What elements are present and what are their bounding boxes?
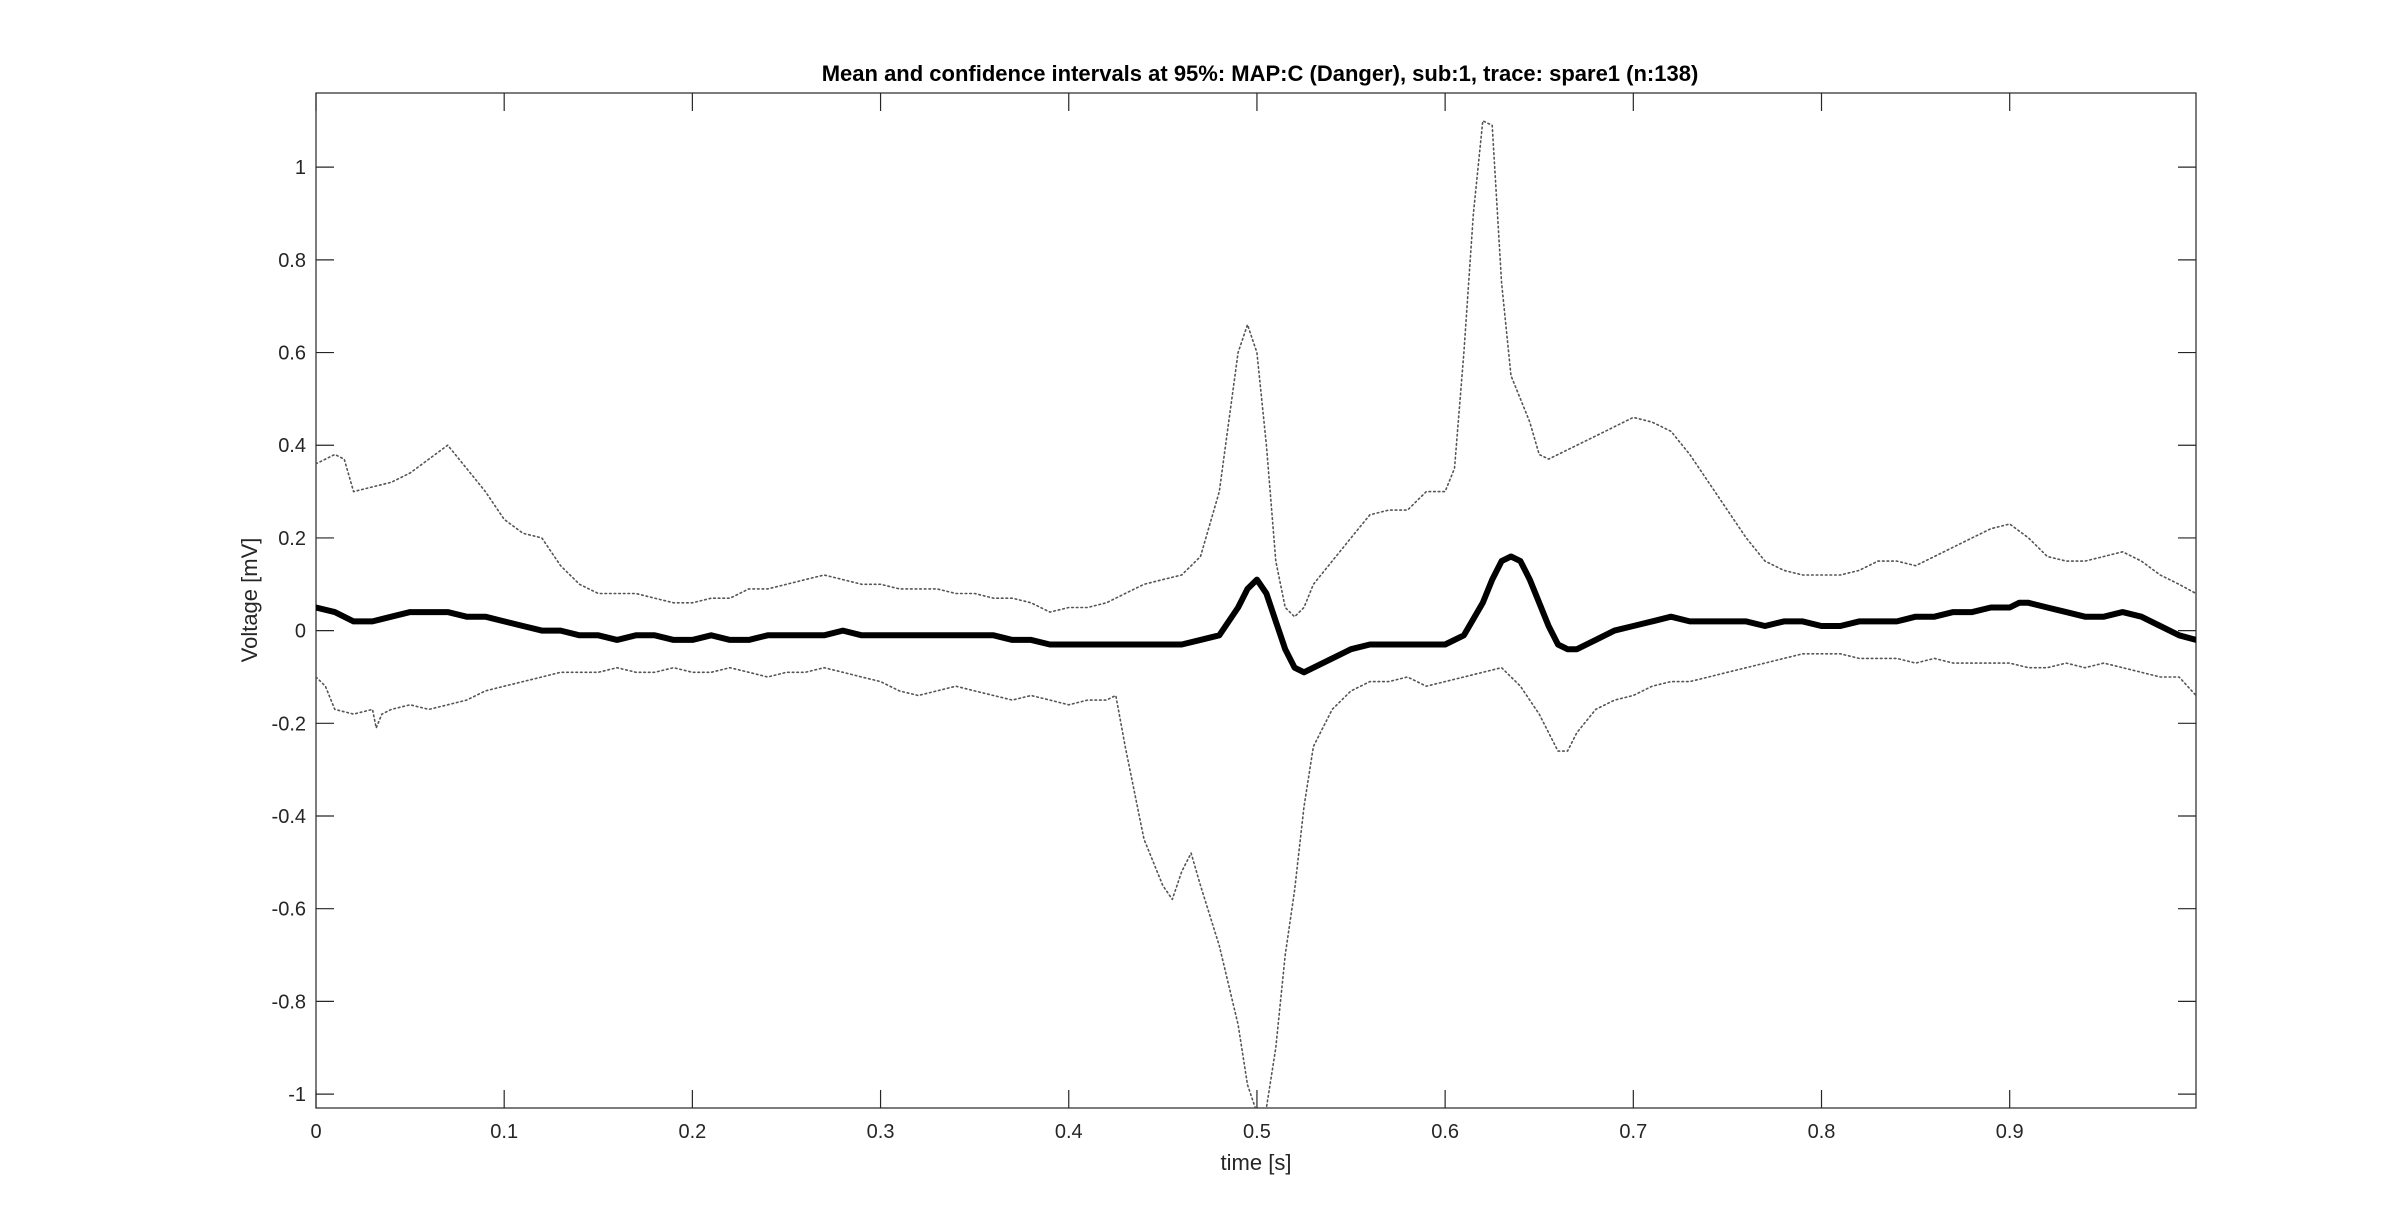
y-tick-label: -0.2 [272,713,306,735]
y-tick-label: 0 [295,621,306,643]
chart-title: Mean and confidence intervals at 95%: MA… [822,61,1699,86]
tick-labels: 0 0.1 0.2 0.3 0.4 0.5 0.6 0.7 0.8 0.9 -1 -0.8 -0.6 -0… [272,157,2024,1143]
y-tick-label: -0.8 [272,991,306,1013]
y-tick-label: 1 [295,157,306,179]
series-layer [316,120,2196,1108]
y-tick-label: 0.6 [278,343,306,365]
y-axis-label: Voltage [mV] [237,538,262,663]
mean-line [316,553,2196,676]
y-tick-label: 0.4 [278,435,306,457]
x-tick-label: 0 [310,1121,321,1143]
x-tick-label: 0.2 [678,1121,706,1143]
y-tick-label: -1 [288,1084,306,1106]
x-tick-label: 0.5 [1243,1121,1271,1143]
lower-ci-line [316,652,2196,1108]
y-tick-label: 0.2 [278,528,306,550]
y-tick-label: -0.6 [272,899,306,921]
x-tick-label: 0.9 [1996,1121,2024,1143]
x-tick-label: 0.4 [1055,1121,1083,1143]
y-tick-label: -0.4 [272,806,306,828]
x-tick-label: 0.7 [1619,1121,1647,1143]
x-tick-label: 0.6 [1431,1121,1459,1143]
x-axis-label: time [s] [1221,1150,1292,1175]
y-tick-label: 0.8 [278,250,306,272]
x-tick-label: 0.8 [1808,1121,1836,1143]
plot-area [315,92,2197,1109]
tick-marks [315,93,2196,1108]
x-tick-label: 0.3 [867,1121,895,1143]
x-tick-label: 0.1 [490,1121,518,1143]
